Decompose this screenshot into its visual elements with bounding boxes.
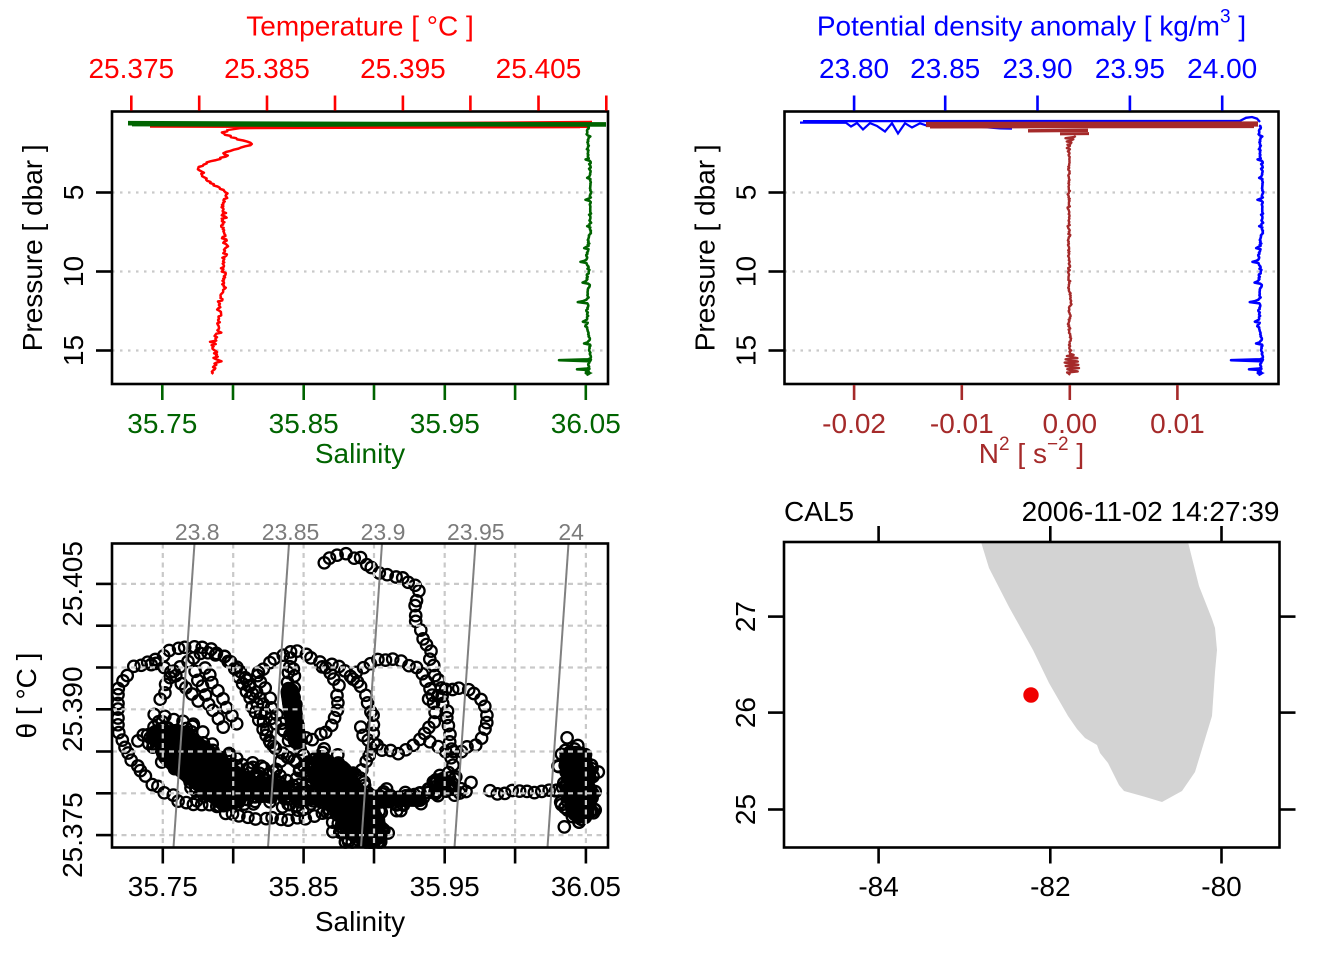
svg-text:23.95: 23.95 [1095,53,1165,84]
svg-text:Salinity: Salinity [315,438,405,469]
svg-text:15: 15 [731,335,762,366]
svg-text:-0.02: -0.02 [822,408,886,439]
svg-text:26: 26 [730,697,761,728]
svg-text:25.385: 25.385 [224,53,310,84]
svg-text:Pressure [ dbar ]: Pressure [ dbar ] [690,144,721,351]
svg-text:23.9: 23.9 [361,519,406,545]
svg-text:35.75: 35.75 [127,408,197,439]
svg-text:CAL5: CAL5 [784,496,854,527]
svg-text:15: 15 [58,335,89,366]
svg-text:25.390: 25.390 [57,666,88,752]
svg-text:-84: -84 [858,871,898,902]
svg-text:10: 10 [58,256,89,287]
svg-text:27: 27 [730,601,761,632]
svg-text:25.375: 25.375 [57,792,88,878]
svg-text:Potential density anomaly [ kg: Potential density anomaly [ kg/m3 ] [817,7,1246,42]
svg-text:35.85: 35.85 [269,871,339,902]
svg-text:N2 [ s−2 ]: N2 [ s−2 ] [979,434,1084,469]
svg-text:θ [ °C ]: θ [ °C ] [11,653,42,739]
svg-text:5: 5 [731,185,762,201]
svg-text:25: 25 [730,794,761,825]
svg-text:25.405: 25.405 [57,541,88,627]
svg-text:35.95: 35.95 [410,871,480,902]
svg-text:-82: -82 [1030,871,1070,902]
svg-text:35.95: 35.95 [410,408,480,439]
svg-text:Pressure [ dbar ]: Pressure [ dbar ] [17,144,48,351]
svg-text:Temperature [ °C ]: Temperature [ °C ] [246,11,474,42]
svg-text:24: 24 [558,519,584,545]
svg-text:25.375: 25.375 [88,53,174,84]
svg-text:25.405: 25.405 [496,53,582,84]
svg-text:-0.01: -0.01 [930,408,994,439]
svg-text:0.00: 0.00 [1043,408,1098,439]
svg-text:2006-11-02 14:27:39: 2006-11-02 14:27:39 [1022,496,1280,527]
svg-text:23.85: 23.85 [262,519,320,545]
svg-text:23.90: 23.90 [1002,53,1072,84]
svg-text:23.8: 23.8 [175,519,220,545]
svg-text:35.75: 35.75 [128,871,198,902]
svg-text:24.00: 24.00 [1187,53,1257,84]
svg-text:Salinity: Salinity [315,906,405,937]
svg-text:-80: -80 [1201,871,1241,902]
svg-text:36.05: 36.05 [551,871,621,902]
svg-text:10: 10 [731,256,762,287]
svg-text:23.85: 23.85 [910,53,980,84]
svg-text:36.05: 36.05 [551,408,621,439]
svg-text:35.85: 35.85 [269,408,339,439]
svg-text:0.01: 0.01 [1150,408,1205,439]
svg-text:23.80: 23.80 [819,53,889,84]
svg-text:23.95: 23.95 [447,519,505,545]
svg-text:5: 5 [58,185,89,201]
svg-text:25.395: 25.395 [360,53,446,84]
